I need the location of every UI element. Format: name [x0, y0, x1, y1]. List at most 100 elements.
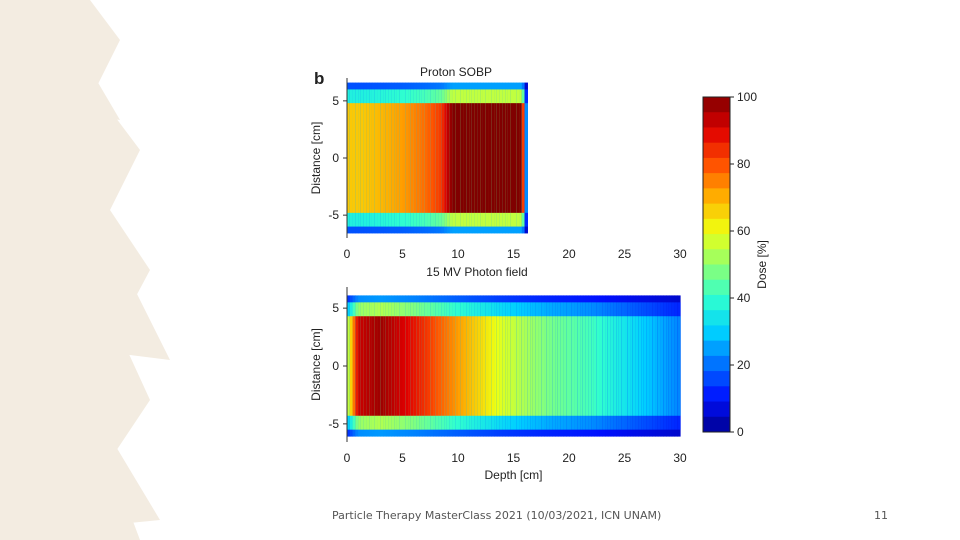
dose-cell	[410, 103, 415, 213]
dose-cell	[394, 103, 398, 213]
dose-cell	[519, 316, 523, 416]
dose-cell	[419, 316, 423, 416]
dose-cell	[507, 103, 512, 213]
chart-title: 15 MV Photon field	[426, 265, 527, 279]
y-axis-label: Distance [cm]	[309, 328, 323, 401]
x-tick-label: 25	[618, 247, 632, 261]
dose-cell	[360, 316, 365, 416]
dose-cell	[655, 316, 659, 416]
dose-cell	[643, 316, 648, 416]
dose-cell	[430, 316, 434, 416]
dose-cell	[427, 103, 431, 213]
dose-cell	[488, 103, 492, 213]
dose-cell	[427, 316, 431, 416]
dose-cell	[460, 316, 465, 416]
y-tick-label: 0	[332, 359, 339, 373]
dose-cell	[477, 103, 481, 213]
dose-cell	[574, 316, 578, 416]
dose-cell	[458, 316, 462, 416]
dose-cell	[360, 103, 365, 213]
dose-cell	[471, 316, 476, 416]
dose-cell	[607, 316, 612, 416]
x-tick-label: 15	[507, 247, 521, 261]
colorbar-tick-label: 80	[737, 157, 751, 171]
photon-field-panel: 5 0 -5 0 5 10 15 20 25 30 Distance [cm] Depth [cm] 1…	[309, 265, 687, 482]
dose-cell	[424, 103, 429, 213]
dose-cell	[352, 316, 356, 416]
dose-cell	[363, 103, 368, 213]
dose-cell	[449, 316, 454, 416]
colorbar-tick-label: 100	[737, 90, 757, 104]
dose-cell	[513, 316, 517, 416]
colorbar-tick-label: 40	[737, 291, 751, 305]
dose-cell	[366, 316, 370, 416]
dose-cell	[494, 103, 498, 213]
colorbar-segment	[703, 97, 730, 113]
colorbar-segment	[703, 294, 730, 311]
dose-cell	[668, 316, 673, 416]
dose-cell	[624, 316, 628, 416]
colorbar-segment	[703, 340, 730, 357]
dose-cell	[630, 316, 634, 416]
dose-cell	[646, 316, 651, 416]
colorbar-frame	[702, 96, 731, 433]
colorbar-segment	[703, 173, 730, 189]
dose-cell	[505, 103, 509, 213]
dose-cell	[394, 316, 398, 416]
dose-cell	[449, 103, 454, 213]
dose-cell	[463, 103, 467, 213]
x-tick-label: 5	[399, 451, 406, 465]
colorbar-segment	[703, 310, 730, 326]
dose-cell	[671, 316, 676, 416]
dose-colorbar: 100 80 60 40 20 0 Dose [%]	[702, 90, 769, 439]
footer-text: Particle Therapy MasterClass 2021 (10/03…	[332, 509, 662, 522]
dose-cell	[374, 316, 379, 416]
dose-cell	[499, 316, 503, 416]
dose-cell	[474, 103, 479, 213]
dose-cell	[399, 103, 404, 213]
dose-cell	[352, 103, 356, 213]
y-tick-label: -5	[328, 208, 339, 222]
dose-cell	[374, 103, 379, 213]
dose-cell	[485, 103, 490, 213]
dose-cell	[405, 316, 409, 416]
slide-number: 11	[874, 509, 888, 522]
x-axis-label: Depth [cm]	[484, 468, 542, 482]
dose-cell	[510, 103, 515, 213]
dose-cell	[549, 316, 553, 416]
y-tick-label: -5	[328, 417, 339, 431]
panel-label: b	[314, 69, 324, 88]
x-tick-label: 10	[451, 451, 465, 465]
colorbar-segment	[703, 249, 730, 265]
y-tick-label: 5	[332, 301, 339, 315]
dose-cell	[507, 316, 512, 416]
dose-cell	[402, 316, 406, 416]
dose-cell	[435, 103, 440, 213]
dose-cell	[416, 316, 420, 416]
dose-cell	[596, 316, 601, 416]
dose-cell	[455, 103, 459, 213]
dose-cell	[385, 316, 390, 416]
dose-cell	[388, 103, 392, 213]
dose-cell	[424, 316, 429, 416]
brush-stroke	[30, 35, 120, 120]
dose-cell	[519, 103, 523, 213]
dose-cell	[380, 103, 384, 213]
dose-cell	[371, 103, 376, 213]
dose-cell	[627, 316, 631, 416]
dose-cell	[552, 316, 556, 416]
dose-cell	[355, 316, 359, 416]
brush-stroke	[40, 240, 170, 360]
dose-cell	[524, 316, 528, 416]
dose-cell	[452, 103, 456, 213]
dose-cell	[369, 316, 373, 416]
colorbar-segment	[703, 218, 730, 235]
dose-cell	[496, 316, 501, 416]
colorbar-segment	[703, 355, 730, 372]
brush-decoration	[0, 0, 170, 540]
dose-cell	[466, 103, 470, 213]
colorbar-tick-label: 0	[737, 425, 744, 439]
dose-cell	[649, 316, 653, 416]
